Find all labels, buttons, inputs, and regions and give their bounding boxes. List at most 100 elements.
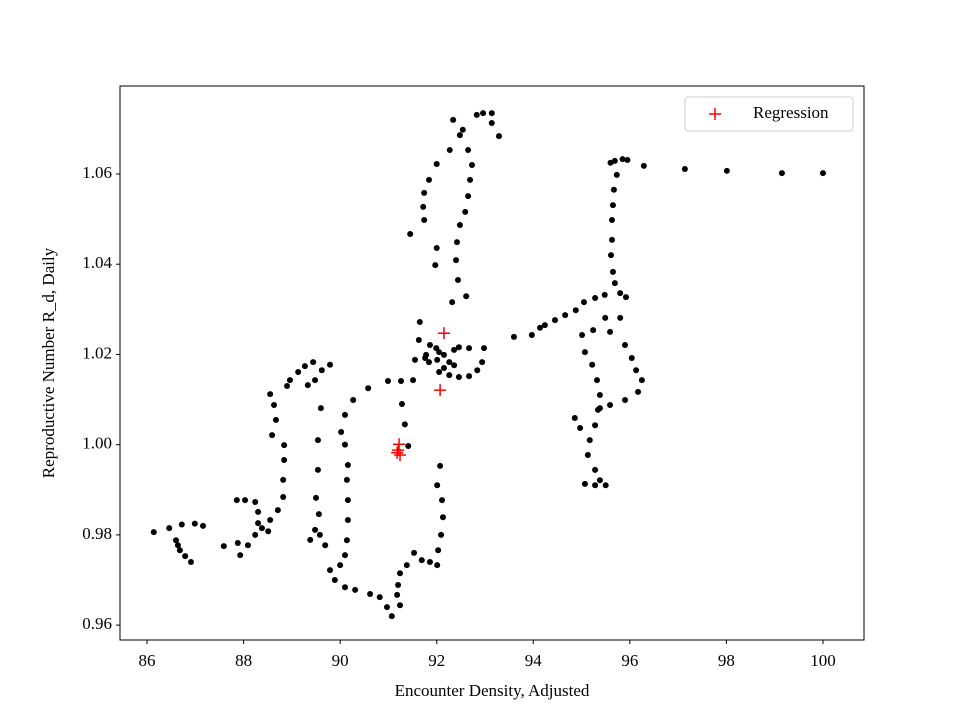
point: [280, 476, 287, 483]
point: [252, 531, 259, 538]
point: [480, 110, 487, 117]
point: [392, 444, 405, 457]
x-tick-label: 96: [621, 651, 638, 670]
point: [341, 584, 348, 591]
point: [422, 355, 429, 362]
point: [617, 290, 624, 297]
x-tick-label: 92: [428, 651, 445, 670]
point: [579, 332, 586, 339]
point: [438, 531, 445, 538]
point: [608, 216, 615, 223]
point: [403, 562, 410, 569]
point: [383, 604, 390, 611]
point: [594, 377, 601, 384]
x-tick-label: 88: [235, 651, 252, 670]
point: [341, 552, 348, 559]
point: [304, 382, 311, 389]
point: [234, 540, 241, 547]
point: [191, 520, 198, 527]
point: [433, 244, 440, 251]
point: [391, 446, 404, 459]
point: [418, 557, 425, 564]
legend-label: Regression: [753, 103, 829, 122]
point: [440, 364, 447, 371]
point: [394, 449, 407, 462]
point: [601, 291, 608, 298]
point: [602, 314, 609, 321]
point: [467, 176, 474, 183]
point: [426, 558, 433, 565]
point: [628, 355, 635, 362]
point: [200, 522, 207, 529]
point: [182, 553, 189, 560]
point: [434, 356, 441, 363]
point: [541, 322, 548, 329]
point: [407, 230, 414, 237]
point: [465, 147, 472, 154]
point: [395, 581, 402, 588]
point: [446, 372, 453, 379]
point: [344, 461, 351, 468]
point: [474, 367, 481, 374]
point: [436, 369, 443, 376]
point: [341, 441, 348, 448]
y-tick-label: 1.04: [82, 253, 112, 272]
point: [343, 537, 350, 544]
point: [258, 525, 265, 532]
point: [592, 466, 599, 473]
point: [437, 327, 450, 340]
point: [468, 161, 475, 168]
point: [272, 416, 279, 423]
point: [571, 415, 578, 422]
point: [572, 307, 579, 314]
point: [609, 268, 616, 275]
point: [178, 521, 185, 528]
point: [466, 345, 473, 352]
point: [451, 346, 458, 353]
point: [633, 367, 640, 374]
point: [617, 314, 624, 321]
point: [459, 126, 466, 133]
y-tick-label: 1.02: [82, 343, 112, 362]
point: [352, 586, 359, 593]
point: [488, 110, 495, 117]
point: [446, 359, 453, 366]
point: [439, 497, 446, 504]
point: [640, 162, 647, 169]
y-tick-label: 0.96: [82, 614, 112, 633]
point: [281, 442, 288, 449]
point: [465, 193, 472, 200]
point: [432, 262, 439, 269]
point: [313, 494, 320, 501]
point: [312, 526, 319, 533]
point: [596, 405, 603, 412]
point: [274, 507, 281, 514]
point: [410, 377, 417, 384]
point: [607, 159, 614, 166]
point: [416, 318, 423, 325]
point: [577, 424, 584, 431]
point: [596, 477, 603, 484]
point: [681, 166, 688, 173]
point: [394, 591, 401, 598]
point: [602, 482, 609, 489]
point: [437, 462, 444, 469]
point: [365, 385, 372, 392]
legend: Regression: [684, 96, 854, 132]
point: [397, 602, 404, 609]
point: [397, 570, 404, 577]
point: [510, 333, 517, 340]
axes-frame: [119, 85, 865, 641]
point: [488, 119, 495, 126]
y-axis-label: Reproductive Number R_d, Daily: [39, 247, 58, 478]
point: [174, 542, 181, 549]
point: [318, 367, 325, 374]
point: [446, 147, 453, 154]
point: [415, 336, 422, 343]
point: [455, 344, 462, 351]
point: [316, 531, 323, 538]
point: [220, 543, 227, 550]
point: [267, 391, 274, 398]
point: [607, 328, 614, 335]
point: [411, 549, 418, 556]
